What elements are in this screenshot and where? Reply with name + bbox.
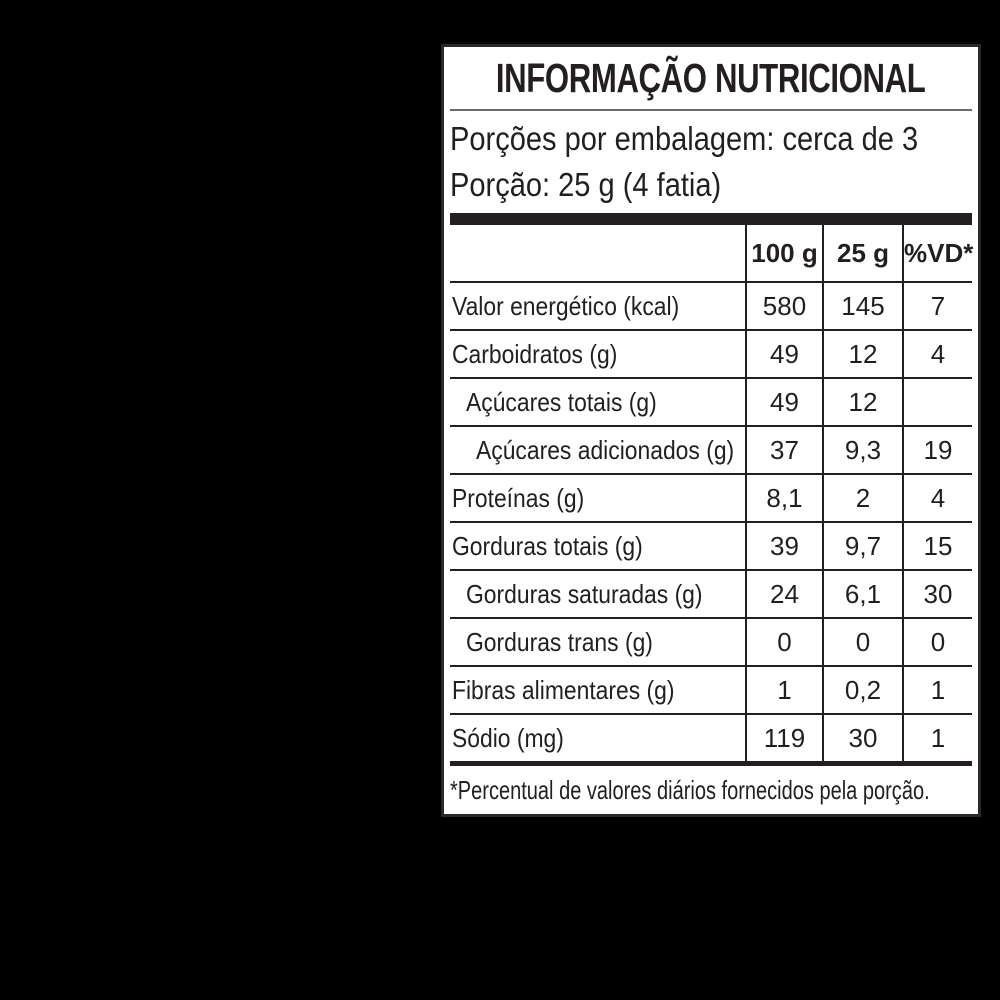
value-vd: 1 bbox=[902, 665, 972, 714]
top-divider-bar bbox=[450, 213, 972, 225]
value-vd: 4 bbox=[902, 473, 972, 522]
nutrient-name: Sódio (mg) bbox=[450, 713, 746, 761]
value-25g: 2 bbox=[822, 473, 903, 522]
nutrient-name: Açúcares totais (g) bbox=[450, 377, 746, 426]
header-25g-column: 25 g bbox=[822, 225, 903, 282]
nutrient-name: Carboidratos (g) bbox=[450, 329, 746, 378]
header-vd-column: %VD* bbox=[902, 225, 973, 282]
nutrient-name-text: Valor energético (kcal) bbox=[452, 290, 680, 321]
table-row-acucares-totais: Açúcares totais (g) 49 12 bbox=[450, 377, 972, 426]
value-100g: 24 bbox=[745, 569, 823, 618]
value-vd: 4 bbox=[902, 329, 972, 378]
value-25g: 6,1 bbox=[822, 569, 903, 618]
value-vd: 7 bbox=[902, 281, 972, 330]
value-25g: 30 bbox=[822, 713, 903, 761]
footnote-area: *Percentual de valores diários fornecido… bbox=[450, 766, 972, 814]
value-vd: 0 bbox=[902, 617, 972, 666]
nutrient-name: Valor energético (kcal) bbox=[450, 281, 746, 330]
value-100g: 119 bbox=[745, 713, 823, 761]
nutrient-name-text: Gorduras saturadas (g) bbox=[466, 578, 703, 609]
nutrition-table: 100 g 25 g %VD* Valor energético (kcal) … bbox=[450, 225, 973, 761]
value-vd: 1 bbox=[902, 713, 972, 761]
value-100g: 1 bbox=[745, 665, 823, 714]
table-row-acucares-adicionados: Açúcares adicionados (g) 37 9,3 19 bbox=[450, 425, 972, 474]
value-100g: 580 bbox=[745, 281, 823, 330]
value-vd bbox=[902, 377, 972, 426]
nutrient-name: Gorduras totais (g) bbox=[450, 521, 746, 570]
table-row-gorduras-totais: Gorduras totais (g) 39 9,7 15 bbox=[450, 521, 972, 570]
nutrition-label-panel: INFORMAÇÃO NUTRICIONAL Porções por embal… bbox=[441, 44, 981, 817]
value-100g: 49 bbox=[745, 377, 823, 426]
nutrient-name-text: Proteínas (g) bbox=[452, 482, 585, 513]
value-100g: 39 bbox=[745, 521, 823, 570]
nutrient-name: Açúcares adicionados (g) bbox=[450, 425, 746, 474]
header-nutrient-column bbox=[450, 225, 746, 282]
nutrient-name: Gorduras saturadas (g) bbox=[450, 569, 746, 618]
portion-size: Porção: 25 g (4 fatia) bbox=[450, 166, 722, 203]
value-25g: 12 bbox=[822, 329, 903, 378]
table-row-carboidratos: Carboidratos (g) 49 12 4 bbox=[450, 329, 972, 378]
nutrient-name-text: Açúcares adicionados (g) bbox=[476, 434, 735, 465]
daily-values-footnote: *Percentual de valores diários fornecido… bbox=[450, 774, 930, 805]
nutrient-name: Fibras alimentares (g) bbox=[450, 665, 746, 714]
nutrient-name-text: Fibras alimentares (g) bbox=[452, 674, 675, 705]
value-25g: 9,3 bbox=[822, 425, 903, 474]
value-100g: 0 bbox=[745, 617, 823, 666]
servings-per-package: Porções por embalagem: cerca de 3 bbox=[450, 120, 919, 157]
nutrient-name: Gorduras trans (g) bbox=[450, 617, 746, 666]
table-bottom-rule bbox=[450, 761, 972, 766]
value-100g: 49 bbox=[745, 329, 823, 378]
label-header: INFORMAÇÃO NUTRICIONAL bbox=[450, 47, 972, 111]
value-25g: 0 bbox=[822, 617, 903, 666]
value-vd: 15 bbox=[902, 521, 972, 570]
value-vd: 19 bbox=[902, 425, 972, 474]
table-row-valor-energetico: Valor energético (kcal) 580 145 7 bbox=[450, 281, 972, 330]
value-25g: 0,2 bbox=[822, 665, 903, 714]
table-row-gorduras-saturadas: Gorduras saturadas (g) 24 6,1 30 bbox=[450, 569, 972, 618]
value-vd: 30 bbox=[902, 569, 972, 618]
value-25g: 145 bbox=[822, 281, 903, 330]
nutrient-name: Proteínas (g) bbox=[450, 473, 746, 522]
value-100g: 8,1 bbox=[745, 473, 823, 522]
table-row-sodio: Sódio (mg) 119 30 1 bbox=[450, 713, 972, 761]
table-row-gorduras-trans: Gorduras trans (g) 0 0 0 bbox=[450, 617, 972, 666]
nutrient-name-text: Açúcares totais (g) bbox=[466, 386, 657, 417]
nutrient-name-text: Gorduras trans (g) bbox=[466, 626, 653, 657]
serving-info: Porções por embalagem: cerca de 3 Porção… bbox=[450, 111, 972, 213]
table-row-proteinas: Proteínas (g) 8,1 2 4 bbox=[450, 473, 972, 522]
label-title: INFORMAÇÃO NUTRICIONAL bbox=[496, 54, 926, 101]
value-100g: 37 bbox=[745, 425, 823, 474]
header-100g-column: 100 g bbox=[745, 225, 823, 282]
nutrient-name-text: Gorduras totais (g) bbox=[452, 530, 643, 561]
table-row-fibras-alimentares: Fibras alimentares (g) 1 0,2 1 bbox=[450, 665, 972, 714]
table-header-row: 100 g 25 g %VD* bbox=[450, 225, 973, 282]
nutrient-name-text: Sódio (mg) bbox=[452, 722, 564, 753]
value-25g: 12 bbox=[822, 377, 903, 426]
value-25g: 9,7 bbox=[822, 521, 903, 570]
nutrient-name-text: Carboidratos (g) bbox=[452, 338, 618, 369]
